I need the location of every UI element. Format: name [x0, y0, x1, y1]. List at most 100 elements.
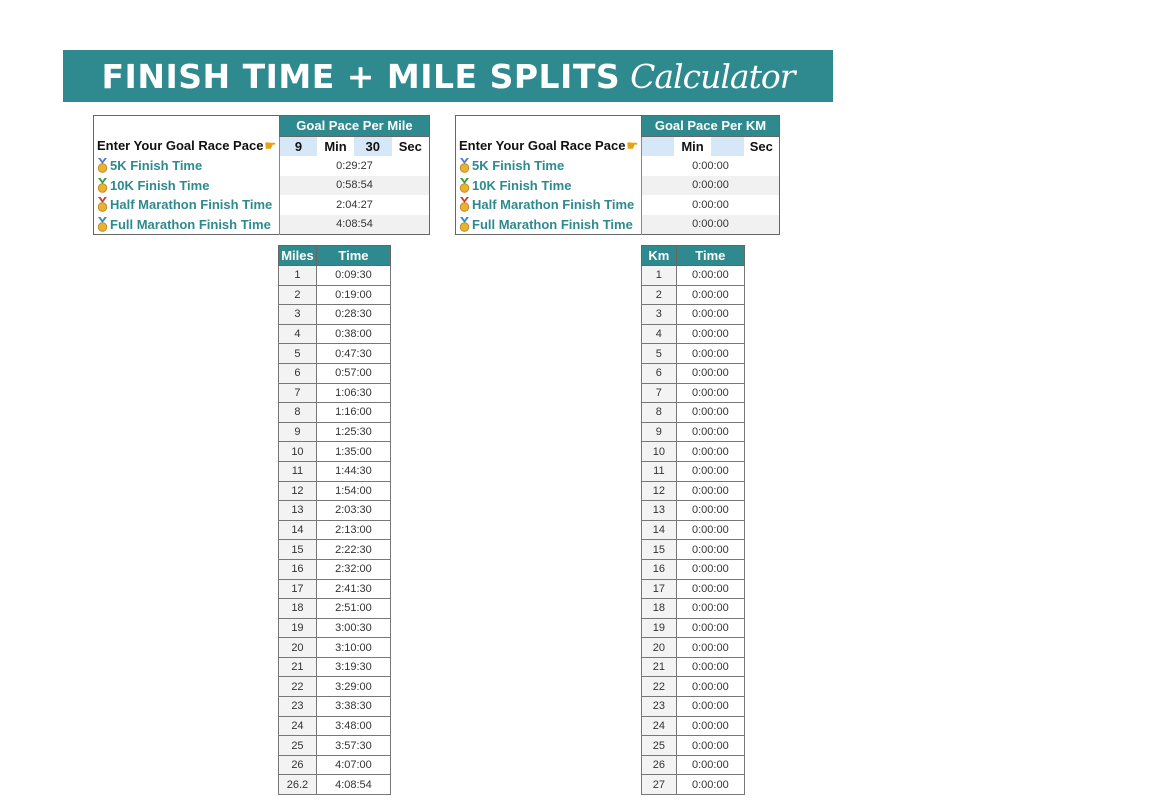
- km-split-distance: 19: [641, 617, 677, 639]
- km-sec-label: Sec: [749, 138, 773, 154]
- mile-race-time: 4:08:54: [279, 214, 430, 235]
- km-split-row: 5 0:00:00: [641, 343, 746, 364]
- mile-split-time: 3:57:30: [315, 735, 392, 756]
- km-race-time: 0:00:00: [641, 214, 780, 235]
- mile-race-time: 0:58:54: [279, 175, 430, 195]
- mile-split-row: 26.2 4:08:54: [278, 774, 392, 796]
- mile-split-time: 3:00:30: [315, 617, 392, 639]
- km-split-row: 2 0:00:00: [641, 284, 746, 306]
- mile-sec-input[interactable]: 30: [353, 136, 392, 156]
- mile-split-time: 0:57:00: [315, 362, 392, 384]
- mile-split-time: 1:44:30: [315, 460, 392, 482]
- mile-split-distance: 9: [278, 421, 317, 443]
- mile-split-distance: 5: [278, 343, 317, 364]
- title-main: FINISH TIME + MILE SPLITS: [101, 56, 621, 96]
- mile-split-time: 2:03:30: [315, 500, 392, 521]
- km-split-distance: 27: [641, 774, 677, 796]
- km-split-time: 0:00:00: [675, 539, 746, 560]
- mile-split-row: 6 0:57:00: [278, 362, 392, 384]
- mile-split-distance: 19: [278, 617, 317, 639]
- mile-split-row: 22 3:29:00: [278, 676, 392, 698]
- km-split-time: 0:00:00: [675, 460, 746, 482]
- mile-split-distance: 22: [278, 676, 317, 698]
- mile-split-distance: 16: [278, 558, 317, 580]
- km-split-row: 19 0:00:00: [641, 617, 746, 639]
- mile-split-time: 1:35:00: [315, 441, 392, 462]
- mile-split-distance: 18: [278, 598, 317, 619]
- medal-icon: [459, 216, 470, 232]
- km-split-distance: 3: [641, 304, 677, 325]
- km-race-row: Full Marathon Finish Time 0:00:00: [455, 214, 780, 235]
- km-split-distance: 5: [641, 343, 677, 364]
- km-split-distance: 23: [641, 696, 677, 717]
- mile-race-row: Half Marathon Finish Time 2:04:27: [93, 195, 430, 215]
- km-split-distance: 13: [641, 500, 677, 521]
- mile-split-row: 18 2:51:00: [278, 598, 392, 619]
- km-race-row: 10K Finish Time 0:00:00: [455, 175, 780, 195]
- km-race-label: Full Marathon Finish Time: [455, 214, 642, 235]
- km-split-row: 20 0:00:00: [641, 637, 746, 658]
- km-split-time: 0:00:00: [675, 323, 746, 345]
- km-race-time: 0:00:00: [692, 198, 729, 211]
- km-split-distance: 21: [641, 656, 677, 678]
- medal-icon: [459, 177, 470, 193]
- km-split-time: 0:00:00: [675, 558, 746, 580]
- km-sec-input[interactable]: [710, 136, 744, 156]
- km-split-distance: 20: [641, 637, 677, 658]
- km-race-label: 10K Finish Time: [455, 175, 642, 195]
- km-split-distance: 18: [641, 598, 677, 619]
- km-split-row: 1 0:00:00: [641, 265, 746, 286]
- mile-split-distance: 4: [278, 323, 317, 345]
- mile-split-distance: 26: [278, 754, 317, 776]
- km-split-distance: 22: [641, 676, 677, 698]
- mile-split-row: 5 0:47:30: [278, 343, 392, 364]
- mile-race-time: 0:29:27: [336, 159, 373, 172]
- mile-split-row: 15 2:22:30: [278, 539, 392, 560]
- mile-pace-label: Enter Your Goal Race Pace☛: [93, 136, 280, 156]
- km-split-distance: 15: [641, 539, 677, 560]
- km-split-distance: 26: [641, 754, 677, 776]
- km-split-row: 24 0:00:00: [641, 715, 746, 737]
- mile-min-input[interactable]: 9: [279, 136, 318, 156]
- mile-split-time: 2:32:00: [315, 558, 392, 580]
- mile-split-distance: 17: [278, 578, 317, 600]
- km-split-row: 18 0:00:00: [641, 598, 746, 619]
- km-min-input[interactable]: [641, 136, 675, 156]
- mile-split-row: 13 2:03:30: [278, 500, 392, 521]
- medal-icon: [97, 197, 108, 212]
- mile-split-row: 21 3:19:30: [278, 656, 392, 678]
- km-race-time: 0:00:00: [692, 159, 729, 172]
- mile-split-row: 11 1:44:30: [278, 460, 392, 482]
- mile-split-time: 4:07:00: [315, 754, 392, 776]
- mile-split-distance: 7: [278, 382, 317, 404]
- mile-split-time: 2:22:30: [315, 539, 392, 560]
- km-split-distance: 17: [641, 578, 677, 600]
- km-split-time: 0:00:00: [675, 402, 746, 423]
- km-split-distance: 24: [641, 715, 677, 737]
- km-split-row: 17 0:00:00: [641, 578, 746, 600]
- mile-split-time: 0:19:00: [315, 284, 392, 306]
- km-split-distance: 8: [641, 402, 677, 423]
- km-race-row: Half Marathon Finish Time 0:00:00: [455, 195, 780, 215]
- km-race-label: 5K Finish Time: [455, 156, 642, 176]
- mile-min-label: Min: [324, 138, 347, 154]
- mile-split-time: 0:09:30: [315, 265, 392, 286]
- km-split-row: 3 0:00:00: [641, 304, 746, 325]
- mile-splits-col-time: Time: [315, 245, 392, 266]
- mile-split-row: 14 2:13:00: [278, 519, 392, 541]
- mile-split-row: 10 1:35:00: [278, 441, 392, 462]
- km-split-distance: 9: [641, 421, 677, 443]
- km-split-row: 6 0:00:00: [641, 362, 746, 384]
- mile-split-distance: 11: [278, 460, 317, 482]
- km-split-time: 0:00:00: [675, 735, 746, 756]
- mile-split-row: 24 3:48:00: [278, 715, 392, 737]
- mile-split-time: 3:29:00: [315, 676, 392, 698]
- mile-split-time: 1:06:30: [315, 382, 392, 404]
- km-split-row: 10 0:00:00: [641, 441, 746, 462]
- pointing-hand-icon: ☛: [264, 138, 277, 153]
- km-split-time: 0:00:00: [675, 696, 746, 717]
- km-split-row: 23 0:00:00: [641, 696, 746, 717]
- km-split-time: 0:00:00: [675, 598, 746, 619]
- km-split-distance: 2: [641, 284, 677, 306]
- mile-split-time: 0:28:30: [315, 304, 392, 325]
